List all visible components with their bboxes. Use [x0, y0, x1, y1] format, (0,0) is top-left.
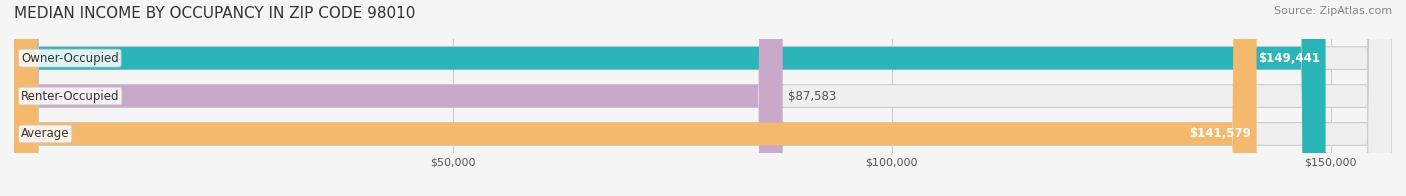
Text: $87,583: $87,583	[789, 90, 837, 103]
FancyBboxPatch shape	[14, 0, 1392, 196]
FancyBboxPatch shape	[14, 0, 1392, 196]
Text: $141,579: $141,579	[1189, 127, 1251, 140]
FancyBboxPatch shape	[14, 0, 1257, 196]
Text: MEDIAN INCOME BY OCCUPANCY IN ZIP CODE 98010: MEDIAN INCOME BY OCCUPANCY IN ZIP CODE 9…	[14, 6, 415, 21]
FancyBboxPatch shape	[14, 0, 783, 196]
Text: Average: Average	[21, 127, 69, 140]
Text: $149,441: $149,441	[1258, 52, 1320, 65]
Text: Source: ZipAtlas.com: Source: ZipAtlas.com	[1274, 6, 1392, 16]
Text: Owner-Occupied: Owner-Occupied	[21, 52, 118, 65]
Text: Renter-Occupied: Renter-Occupied	[21, 90, 120, 103]
FancyBboxPatch shape	[14, 0, 1326, 196]
FancyBboxPatch shape	[14, 0, 1392, 196]
